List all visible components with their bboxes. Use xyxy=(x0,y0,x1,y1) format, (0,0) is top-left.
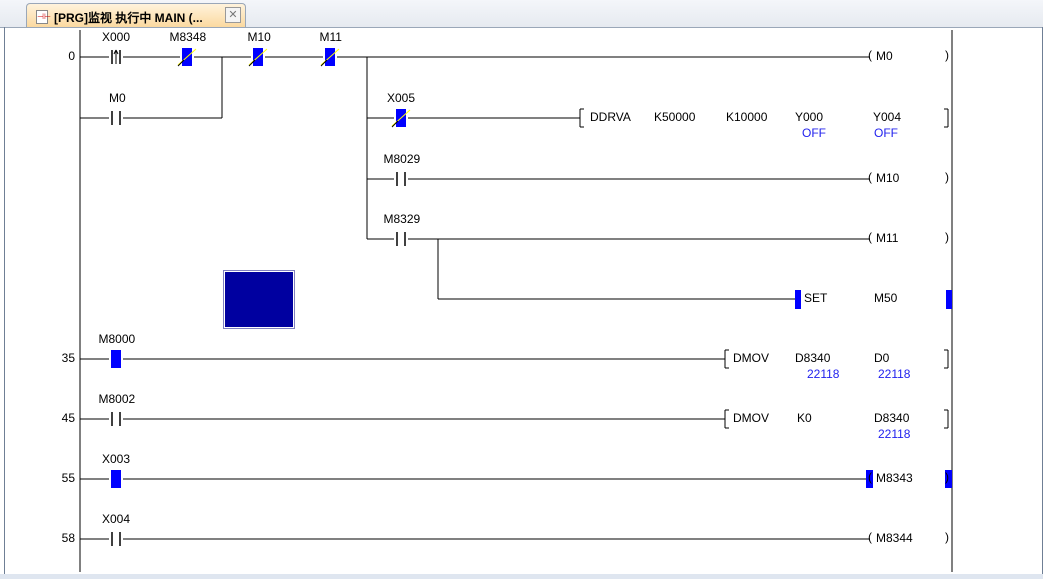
cursor-selection[interactable] xyxy=(223,270,295,329)
coil-open-paren: ( xyxy=(868,170,872,184)
operand-monitor-value: OFF xyxy=(874,126,898,140)
coil-open-paren: ( xyxy=(868,230,872,244)
operand-monitor-value: 22118 xyxy=(807,367,840,381)
coil-on-indicator[interactable] xyxy=(945,470,952,488)
tab-bar: ⊣⊢ [PRG]监视 执行中 MAIN (... ✕ xyxy=(0,0,1043,28)
instruction-operand: D8340 xyxy=(874,411,910,425)
coil-m8343[interactable]: M8343 xyxy=(876,471,913,485)
ladder-program-icon: ⊣⊢ xyxy=(36,10,51,24)
contact-m0[interactable] xyxy=(109,108,123,128)
coil-open-paren: ( xyxy=(868,470,872,484)
contact-label: M8329 xyxy=(383,212,421,226)
instruction-operand: D0 xyxy=(874,351,890,365)
operand-monitor-value: OFF xyxy=(802,126,826,140)
contact-label: M0 xyxy=(109,91,126,105)
instruction-on-indicator[interactable] xyxy=(795,290,801,309)
horizontal-scrollbar[interactable] xyxy=(0,574,1043,579)
contact-on-indicator[interactable] xyxy=(111,470,121,488)
coil-close-paren: ) xyxy=(945,48,949,62)
contact-m8002[interactable] xyxy=(109,409,123,429)
coil-close-paren: ) xyxy=(945,470,949,484)
nc-slash xyxy=(391,120,399,128)
coil-open-paren: ( xyxy=(868,48,872,62)
contact-on-indicator[interactable] xyxy=(111,350,121,368)
nc-slash xyxy=(177,59,185,67)
instruction-operand: K50000 xyxy=(654,110,696,124)
contact-label: M8029 xyxy=(383,152,421,166)
step-number: 55 xyxy=(61,471,75,485)
instruction-ddrva[interactable]: DDRVA xyxy=(590,110,631,124)
instruction-operand: Y000 xyxy=(795,110,824,124)
instruction-operand: Y004 xyxy=(873,110,902,124)
contact-label: M8002 xyxy=(98,392,136,406)
instruction-operand: M50 xyxy=(874,291,898,305)
instruction-dmov[interactable]: DMOV xyxy=(733,351,769,365)
contact-m8329[interactable] xyxy=(394,229,408,249)
operand-monitor-value: 22118 xyxy=(878,367,911,381)
tab-title: [PRG]监视 执行中 MAIN (... xyxy=(54,11,203,25)
tab-main-program[interactable]: ⊣⊢ [PRG]监视 执行中 MAIN (... ✕ xyxy=(26,3,246,27)
coil-open-paren: ( xyxy=(868,530,872,544)
contact-label: X000 xyxy=(102,30,131,44)
contact-label: M8348 xyxy=(169,30,207,44)
contact-label: X004 xyxy=(102,512,131,526)
step-number: 58 xyxy=(61,531,75,545)
contact-label: X005 xyxy=(387,91,416,105)
rising-edge-arrow xyxy=(113,49,117,55)
operand-monitor-value: 22118 xyxy=(878,427,911,441)
nc-slash xyxy=(248,59,256,67)
coil-close-paren: ) xyxy=(945,230,949,244)
coil-m0[interactable]: M0 xyxy=(876,49,893,63)
nc-slash xyxy=(320,59,328,67)
contact-label: X003 xyxy=(102,452,131,466)
contact-label: M8000 xyxy=(98,332,136,346)
contact-label: M11 xyxy=(319,30,342,44)
step-number: 35 xyxy=(61,351,75,365)
close-icon[interactable]: ✕ xyxy=(225,7,241,23)
instruction-dmov[interactable]: DMOV xyxy=(733,411,769,425)
instruction-set[interactable]: SET xyxy=(804,291,828,305)
step-number: 0 xyxy=(68,49,75,63)
coil-m8344[interactable]: M8344 xyxy=(876,531,913,545)
instruction-operand: D8340 xyxy=(795,351,831,365)
coil-on-indicator[interactable] xyxy=(866,470,873,488)
instruction-operand: K0 xyxy=(797,411,812,425)
coil-close-paren: ) xyxy=(945,170,949,184)
coil-close-paren: ) xyxy=(945,530,949,544)
step-number: 45 xyxy=(61,411,75,425)
contact-label: M10 xyxy=(247,30,271,44)
contact-x004[interactable] xyxy=(109,529,123,549)
coil-m11[interactable]: M11 xyxy=(876,231,899,245)
coil-m10[interactable]: M10 xyxy=(876,171,900,185)
contact-m8029[interactable] xyxy=(394,169,408,189)
instruction-on-indicator[interactable] xyxy=(946,290,952,309)
rising-edge-arrow xyxy=(115,49,119,55)
instruction-operand: K10000 xyxy=(726,110,768,124)
